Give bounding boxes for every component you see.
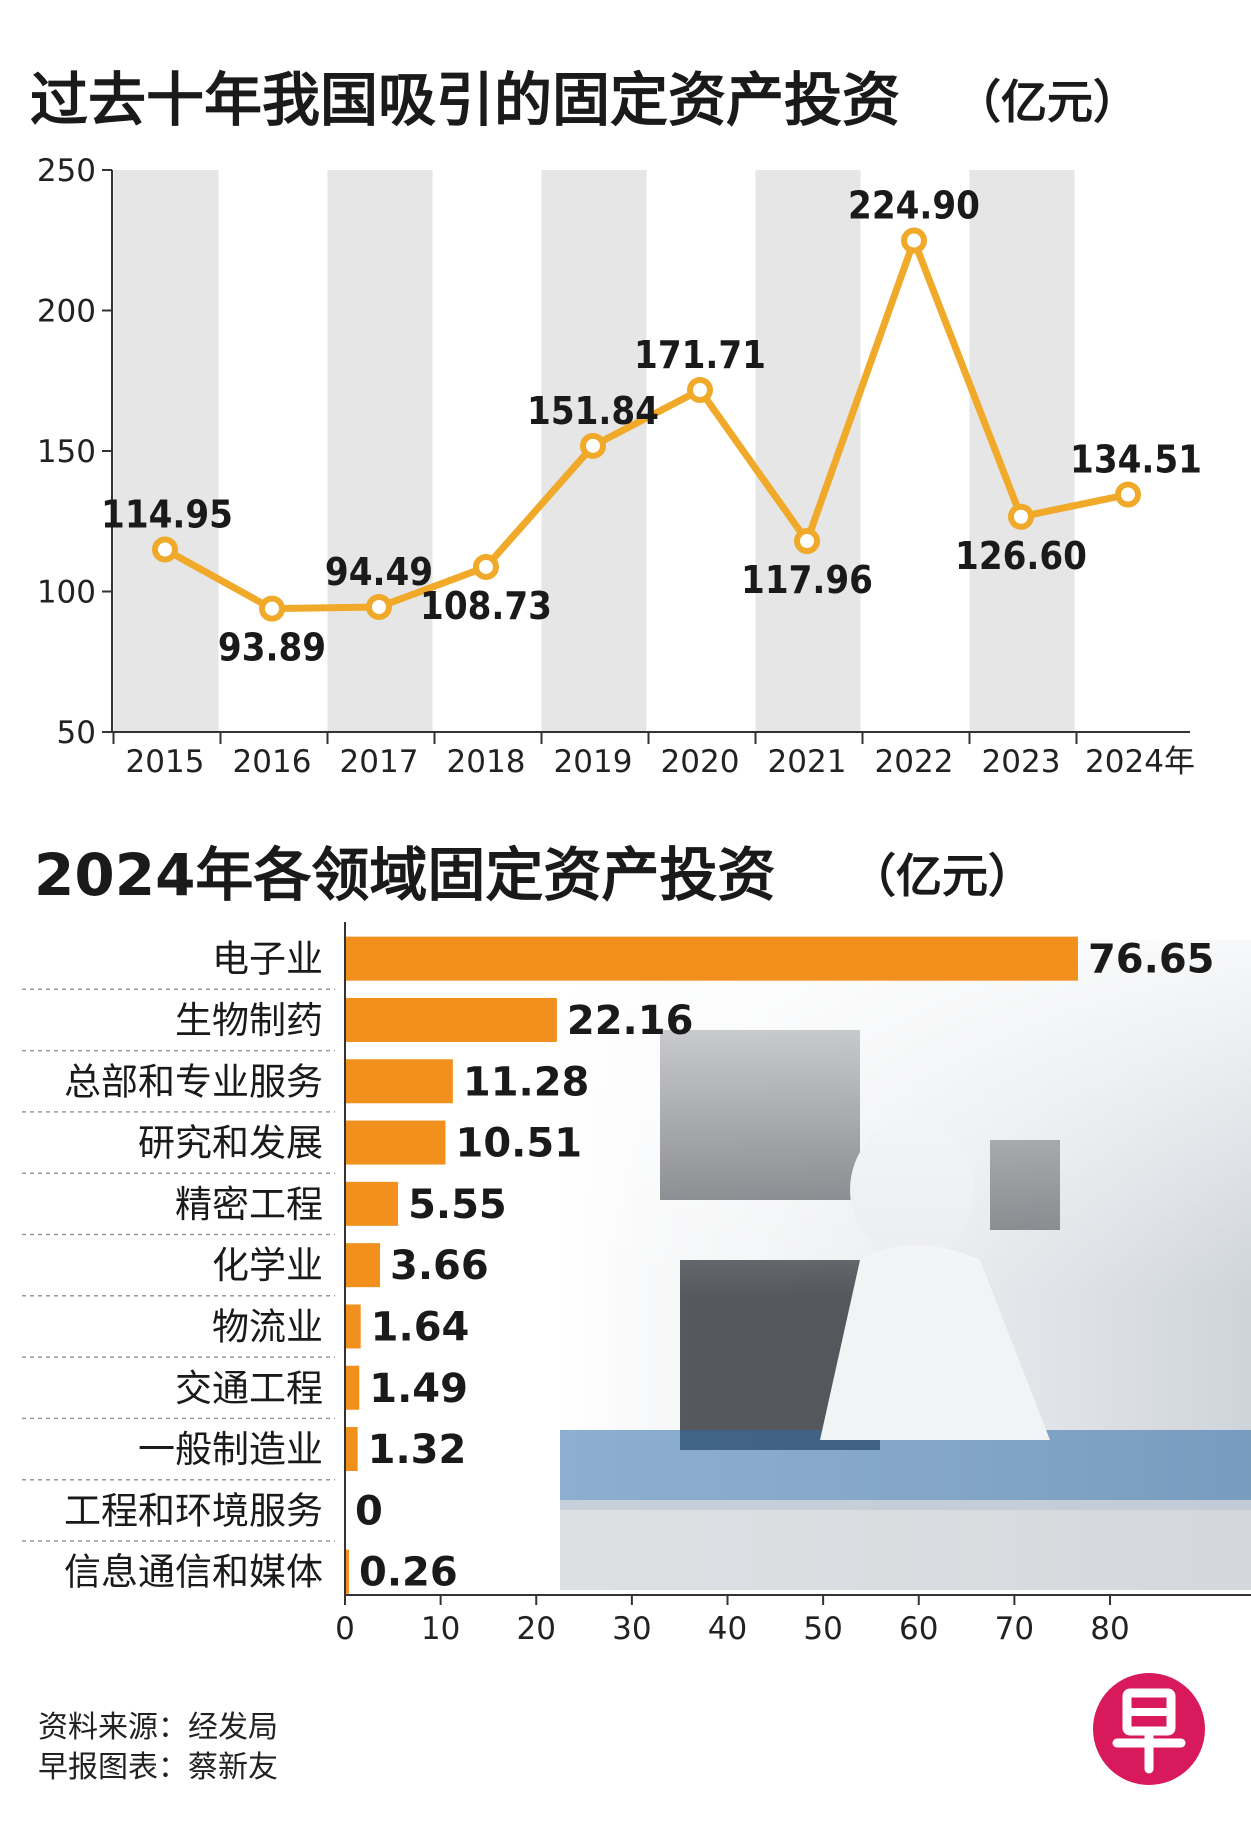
line-chart-unit: （亿元）: [955, 75, 1139, 129]
column-band: [969, 170, 1075, 732]
x-tick-label: 20: [517, 1611, 556, 1647]
data-point: [580, 432, 606, 459]
data-label: 171.71: [634, 333, 766, 377]
x-tick-label: 2019: [554, 744, 633, 780]
x-tick-label: 2015: [126, 744, 205, 780]
value-label: 0: [355, 1488, 383, 1534]
value-label: 3.66: [390, 1243, 489, 1289]
bar-chart-unit: （亿元）: [850, 849, 1034, 903]
bar: [345, 1365, 360, 1410]
bar: [345, 1243, 380, 1288]
value-label: 76.65: [1088, 937, 1215, 983]
y-tick-label: 200: [37, 294, 96, 330]
y-tick-label: 250: [37, 153, 96, 189]
data-point: [901, 227, 927, 254]
x-tick-label: 2021: [768, 744, 847, 780]
x-tick-label: 2018: [447, 744, 526, 780]
data-point: [473, 553, 499, 580]
line-chart-title: 过去十年我国吸引的固定资产投资: [30, 66, 900, 134]
value-label: 1.49: [369, 1366, 468, 1412]
bar: [345, 1427, 358, 1472]
x-tick-label: 70: [995, 1611, 1034, 1647]
zaobao-logo-mark: [1112, 1688, 1186, 1774]
column-band: [755, 170, 861, 732]
credit-note: 早报图表：蔡新友: [38, 1750, 278, 1785]
y-tick-label: 150: [37, 434, 96, 470]
data-point: [259, 595, 285, 622]
value-label: 1.64: [371, 1304, 470, 1350]
category-label: 电子业: [212, 938, 323, 981]
x-tick-label: 50: [803, 1611, 842, 1647]
source-note: 资料来源：经发局: [38, 1710, 278, 1745]
x-tick-label: 2024年: [1085, 744, 1195, 780]
category-label: 工程和环境服务: [64, 1489, 323, 1532]
x-tick-label: 80: [1090, 1611, 1129, 1647]
value-label: 11.28: [463, 1059, 590, 1105]
data-label: 126.60: [955, 534, 1087, 578]
value-label: 0.26: [359, 1550, 458, 1596]
data-point: [1008, 503, 1034, 530]
x-tick-label: 60: [899, 1611, 938, 1647]
data-point: [794, 528, 820, 555]
factory-photo-background: [560, 940, 1251, 1590]
data-point: [687, 376, 713, 403]
data-label: 134.51: [1070, 438, 1202, 482]
zaobao-logo: [1093, 1673, 1205, 1785]
x-tick-label: 10: [421, 1611, 460, 1647]
category-label: 交通工程: [175, 1367, 323, 1410]
category-label: 研究和发展: [138, 1122, 323, 1165]
data-point: [1115, 481, 1141, 508]
value-label: 22.16: [567, 998, 694, 1044]
value-label: 1.32: [368, 1427, 467, 1473]
bar: [345, 1181, 399, 1226]
data-label: 224.90: [848, 184, 980, 228]
x-tick-label: 30: [612, 1611, 651, 1647]
column-band: [327, 170, 433, 732]
value-label: 10.51: [456, 1121, 583, 1167]
bar-chart-title: 2024年各领域固定资产投资: [34, 841, 775, 909]
bar: [345, 936, 1078, 981]
data-point: [152, 536, 178, 563]
data-label: 93.89: [218, 626, 326, 670]
bar: [345, 1549, 349, 1594]
category-label: 化学业: [212, 1244, 323, 1287]
data-label: 108.73: [420, 584, 552, 628]
x-tick-label: 2016: [233, 744, 312, 780]
x-tick-label: 0: [335, 1611, 355, 1647]
data-label: 94.49: [325, 550, 433, 594]
x-tick-label: 2017: [340, 744, 419, 780]
bar: [345, 1059, 453, 1104]
y-tick-label: 50: [57, 715, 96, 751]
bar: [345, 1304, 361, 1349]
value-label: 5.55: [408, 1182, 507, 1228]
x-tick-label: 2020: [661, 744, 740, 780]
category-label: 信息通信和媒体: [64, 1551, 323, 1594]
x-tick-label: 40: [708, 1611, 747, 1647]
column-band: [113, 170, 219, 732]
line-chart: 过去十年我国吸引的固定资产投资 （亿元） 50 100 150 200 250 114.…: [30, 66, 1202, 780]
data-point: [366, 593, 392, 620]
data-label: 151.84: [527, 389, 659, 433]
data-label: 117.96: [741, 558, 873, 602]
bar: [345, 1120, 446, 1165]
category-label: 一般制造业: [138, 1428, 323, 1471]
data-label: 114.95: [101, 492, 233, 536]
category-label: 物流业: [212, 1305, 323, 1348]
x-tick-label: 2023: [982, 744, 1061, 780]
x-tick-label: 2022: [875, 744, 954, 780]
category-label: 总部和专业服务: [64, 1060, 323, 1103]
category-label: 生物制药: [175, 999, 323, 1042]
y-tick-label: 100: [37, 575, 96, 611]
series-line: [163, 237, 1129, 613]
bar: [345, 997, 557, 1042]
category-label: 精密工程: [175, 1183, 323, 1226]
